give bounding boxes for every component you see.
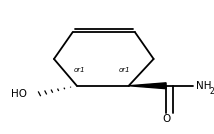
Text: 2: 2 [210, 87, 214, 96]
Text: HO: HO [11, 90, 27, 99]
Text: or1: or1 [119, 67, 130, 73]
Text: O: O [162, 114, 170, 124]
Text: NH: NH [196, 81, 212, 91]
Text: or1: or1 [74, 67, 86, 73]
Polygon shape [129, 83, 166, 89]
